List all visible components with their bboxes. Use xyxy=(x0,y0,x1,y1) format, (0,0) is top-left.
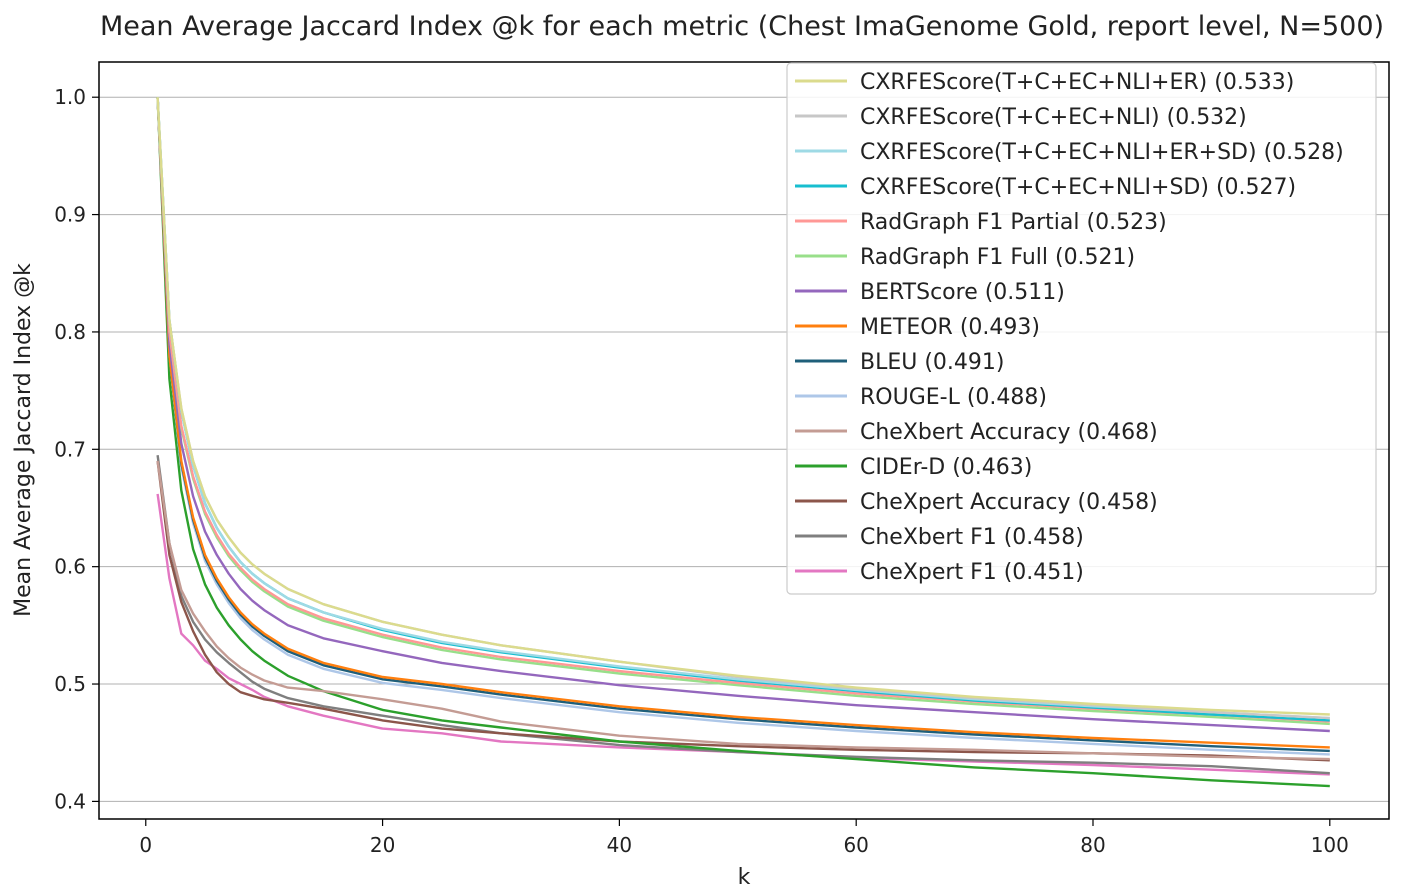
legend-entry: ROUGE-L (0.488) xyxy=(860,385,1047,410)
x-tick-label: 60 xyxy=(843,833,868,857)
legend-entry: BLEU (0.491) xyxy=(860,350,1005,375)
legend-entry: CXRFEScore(T+C+EC+NLI+ER+SD) (0.528) xyxy=(860,140,1344,165)
series-line xyxy=(156,460,1330,762)
legend-entry: CXRFEScore(T+C+EC+NLI+ER) (0.533) xyxy=(860,70,1294,95)
legend-entry: CIDEr-D (0.463) xyxy=(860,455,1032,480)
series-line xyxy=(156,97,1330,716)
legend-entry: RadGraph F1 Partial (0.523) xyxy=(860,210,1167,235)
y-tick-label: 0.8 xyxy=(54,320,86,344)
legend-entry: CXRFEScore(T+C+EC+NLI+SD) (0.527) xyxy=(860,175,1296,200)
legend-entry: CheXbert F1 (0.458) xyxy=(860,525,1084,550)
y-tick-label: 0.6 xyxy=(54,555,86,579)
series-line xyxy=(156,460,1330,761)
x-tick-label: 100 xyxy=(1311,833,1349,857)
x-tick-label: 0 xyxy=(139,833,152,857)
y-tick-label: 0.5 xyxy=(54,672,86,696)
x-axis-label: k xyxy=(738,865,751,890)
series-lines xyxy=(156,97,1330,788)
series-line xyxy=(156,97,1330,788)
series-line xyxy=(156,97,1330,723)
plot-frame xyxy=(98,61,1390,820)
x-tick-label: 20 xyxy=(370,833,395,857)
legend-entry: RadGraph F1 Full (0.521) xyxy=(860,245,1135,270)
legend: CXRFEScore(T+C+EC+NLI+ER) (0.533) CXRFESc… xyxy=(786,62,1377,595)
chart-title: Mean Average Jaccard Index @k for each m… xyxy=(100,11,1384,42)
legend-entry: CheXpert F1 (0.451) xyxy=(860,560,1084,585)
legend-entry: CheXpert Accuracy (0.458) xyxy=(860,490,1158,515)
y-tick-label: 0.9 xyxy=(54,203,86,227)
legend-entry: CXRFEScore(T+C+EC+NLI) (0.532) xyxy=(860,105,1247,130)
legend-entry: METEOR (0.493) xyxy=(860,315,1040,340)
series-line xyxy=(156,97,1330,749)
axis-ticks: 0.4 0.5 0.6 0.7 0.8 0.9 1.0 0 20 40 60 80 100 xyxy=(54,85,1349,857)
x-tick-label: 80 xyxy=(1080,833,1105,857)
series-line xyxy=(156,455,1330,775)
y-tick-label: 0.7 xyxy=(54,437,86,461)
series-line xyxy=(156,97,1330,733)
y-tick-label: 1.0 xyxy=(54,85,86,109)
legend-box xyxy=(786,62,1377,595)
x-tick-label: 40 xyxy=(607,833,632,857)
legend-entry: BERTScore (0.511) xyxy=(860,280,1065,305)
y-axis-label: Mean Average Jaccard Index @k xyxy=(11,263,36,617)
y-tick-label: 0.4 xyxy=(54,789,86,813)
legend-entry: CheXbert Accuracy (0.468) xyxy=(860,420,1158,445)
